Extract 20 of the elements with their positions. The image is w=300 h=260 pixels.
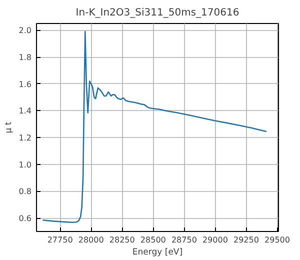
- chart-title: In-K_In2O3_Si311_50ms_170616: [76, 8, 240, 18]
- y-axis-title: μ t: [4, 121, 14, 134]
- x-tick-label: 29000: [202, 236, 228, 244]
- y-tick-label: 0.8: [18, 187, 32, 196]
- y-tick-label: 1.2: [18, 134, 32, 143]
- line-series: [42, 30, 268, 224]
- y-tick-label: 1.6: [18, 80, 32, 89]
- y-tick-label: 1.0: [18, 160, 32, 170]
- x-tick-label: 28250: [109, 236, 135, 244]
- y-tick-label: 2.0: [18, 26, 32, 36]
- x-tick-label: 28500: [140, 236, 166, 244]
- y-tick-label: 0.6: [18, 214, 32, 224]
- y-tick-label: 1.8: [18, 53, 32, 62]
- y-tick-label: 1.4: [18, 106, 32, 116]
- x-tick-label: 29250: [234, 236, 259, 244]
- x-tick-label: 29500: [264, 236, 290, 244]
- x-tick-label: 28750: [171, 236, 197, 244]
- x-axis-title: Energy [eV]: [132, 248, 183, 258]
- x-tick-label: 27750: [47, 236, 73, 244]
- x-tick-label: 28000: [78, 236, 104, 244]
